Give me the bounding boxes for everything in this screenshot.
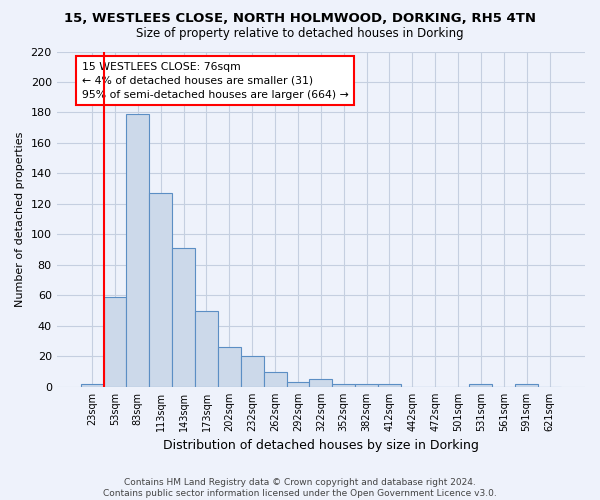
Text: 15, WESTLEES CLOSE, NORTH HOLMWOOD, DORKING, RH5 4TN: 15, WESTLEES CLOSE, NORTH HOLMWOOD, DORK… [64, 12, 536, 26]
Bar [332, 384, 355, 387]
Bar [172, 248, 195, 387]
Bar [469, 384, 493, 387]
Bar [287, 382, 310, 387]
Text: 15 WESTLEES CLOSE: 76sqm
← 4% of detached houses are smaller (31)
95% of semi-de: 15 WESTLEES CLOSE: 76sqm ← 4% of detache… [82, 62, 349, 100]
Bar [378, 384, 401, 387]
Bar [241, 356, 263, 387]
Text: Contains HM Land Registry data © Crown copyright and database right 2024.
Contai: Contains HM Land Registry data © Crown c… [103, 478, 497, 498]
Text: Size of property relative to detached houses in Dorking: Size of property relative to detached ho… [136, 28, 464, 40]
Bar [263, 372, 287, 387]
Bar [355, 384, 378, 387]
Bar [310, 380, 332, 387]
Bar [515, 384, 538, 387]
Bar [104, 297, 127, 387]
Bar [195, 310, 218, 387]
X-axis label: Distribution of detached houses by size in Dorking: Distribution of detached houses by size … [163, 440, 479, 452]
Bar [218, 348, 241, 387]
Bar [127, 114, 149, 387]
Bar [149, 194, 172, 387]
Bar [80, 384, 104, 387]
Y-axis label: Number of detached properties: Number of detached properties [15, 132, 25, 307]
